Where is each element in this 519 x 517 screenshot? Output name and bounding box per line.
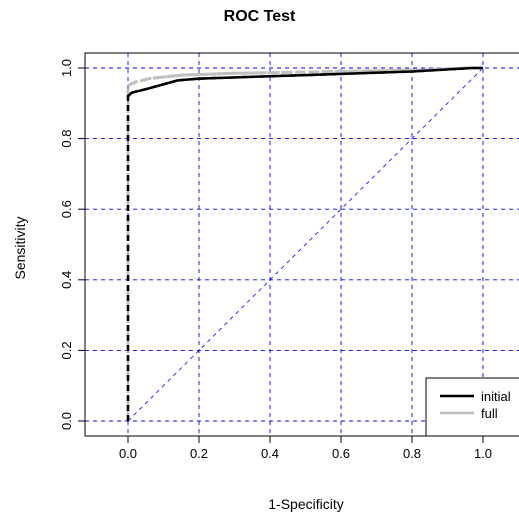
series-lines <box>126 66 483 421</box>
x-tick-label: 0.4 <box>261 446 279 461</box>
x-tick-label: 0.2 <box>190 446 208 461</box>
y-tick-label: 0.6 <box>59 200 74 218</box>
y-tick-label: 0.4 <box>59 271 74 289</box>
reference-diagonal <box>127 67 484 422</box>
legend-label-full: full <box>481 406 498 421</box>
y-tick-label: 1.0 <box>59 59 74 77</box>
x-tick-label: 0.6 <box>332 446 350 461</box>
legend-box <box>425 377 519 437</box>
chart-title: ROC Test <box>223 8 296 25</box>
y-tick-label: 0.8 <box>59 130 74 148</box>
legend-label-initial: initial <box>481 389 511 404</box>
y-tick-label: 0.2 <box>59 341 74 359</box>
reference-line <box>127 67 484 422</box>
legend: initial full <box>425 377 519 437</box>
x-tick-label: 1.0 <box>474 446 492 461</box>
y-tick-label: 0.0 <box>59 412 74 430</box>
series-line-initial-upper <box>127 66 483 98</box>
axes: 0.0 0.2 0.4 0.6 0.8 1.0 0.0 0.2 0.4 0.6 0.8 1.0 <box>59 52 519 461</box>
x-axis-label: 1-Specificity <box>268 496 344 512</box>
x-tick-label: 0.0 <box>119 446 137 461</box>
x-tick-label: 0.8 <box>403 446 421 461</box>
